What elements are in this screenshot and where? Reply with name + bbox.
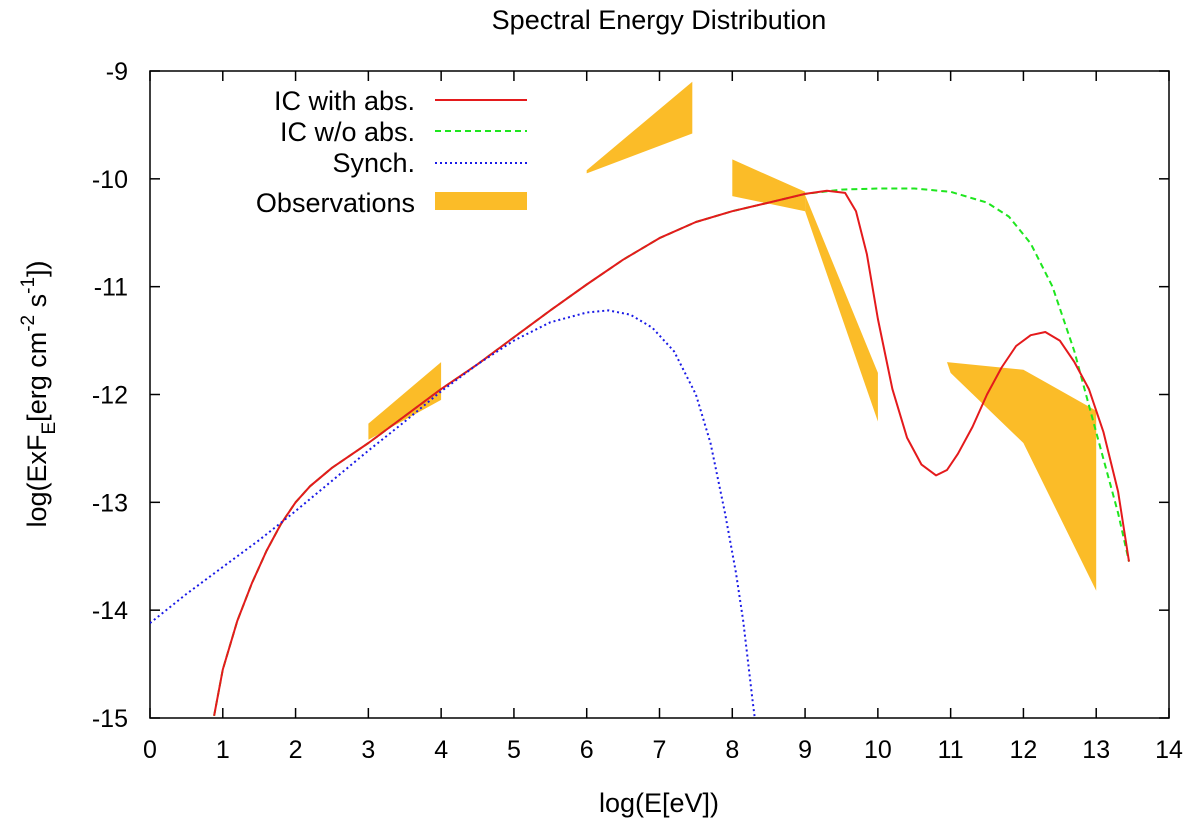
x-axis-label: log(E[eV]) (599, 788, 719, 818)
x-tick-label: 10 (864, 736, 892, 764)
x-tick-label: 9 (798, 736, 812, 764)
observation-band-2 (586, 81, 693, 174)
x-tick-label: 14 (1155, 736, 1183, 764)
x-tick-label: 8 (725, 736, 739, 764)
x-tick-label: 13 (1082, 736, 1110, 764)
y-tick-label: -10 (92, 166, 128, 194)
series-layer (150, 187, 1130, 718)
y-tick-label: -15 (92, 705, 128, 733)
x-tick-label: 7 (653, 736, 667, 764)
observation-band-5 (947, 362, 1097, 591)
x-tick-label: 0 (143, 736, 157, 764)
chart-title: Spectral Energy Distribution (492, 5, 827, 35)
x-tick-label: 1 (216, 736, 230, 764)
legend-label-observations: Observations (256, 188, 415, 218)
legend-label-synch: Synch. (332, 148, 415, 178)
x-tick-label: 2 (289, 736, 303, 764)
series-line-ic-abs (213, 189, 1130, 716)
observation-band-1 (368, 362, 442, 440)
x-tick-label: 11 (938, 736, 964, 764)
legend-label-ic-noabs: IC w/o abs. (280, 117, 415, 147)
y-tick-label: -13 (92, 489, 128, 517)
y-axis-label: log(ExFE[erg cm-2 s-1]) (18, 260, 60, 527)
x-tick-label: 12 (1010, 736, 1038, 764)
x-tick-label: 3 (361, 736, 375, 764)
legend-label-ic-abs: IC with abs. (274, 86, 415, 116)
x-tick-label: 6 (580, 736, 594, 764)
y-tick-label: -11 (94, 274, 128, 302)
observations-layer (368, 81, 1097, 591)
x-tick-label: 4 (434, 736, 448, 764)
observation-band-4 (805, 195, 878, 422)
y-tick-label: -12 (92, 382, 128, 410)
series-line-synch (150, 309, 756, 718)
y-tick-label: -9 (106, 58, 128, 86)
y-tick-label: -14 (92, 597, 128, 625)
legend-swatch-observations (435, 192, 527, 210)
legend: IC with abs. IC w/o abs. Synch. Observat… (256, 86, 527, 218)
series-line-ic-noabs (213, 187, 1130, 716)
axis-ticks: 0 1 2 3 4 5 6 7 8 9 10 11 12 13 14-9-10-11-12-13-14-15 (92, 58, 1183, 764)
x-tick-label: 5 (507, 736, 521, 764)
